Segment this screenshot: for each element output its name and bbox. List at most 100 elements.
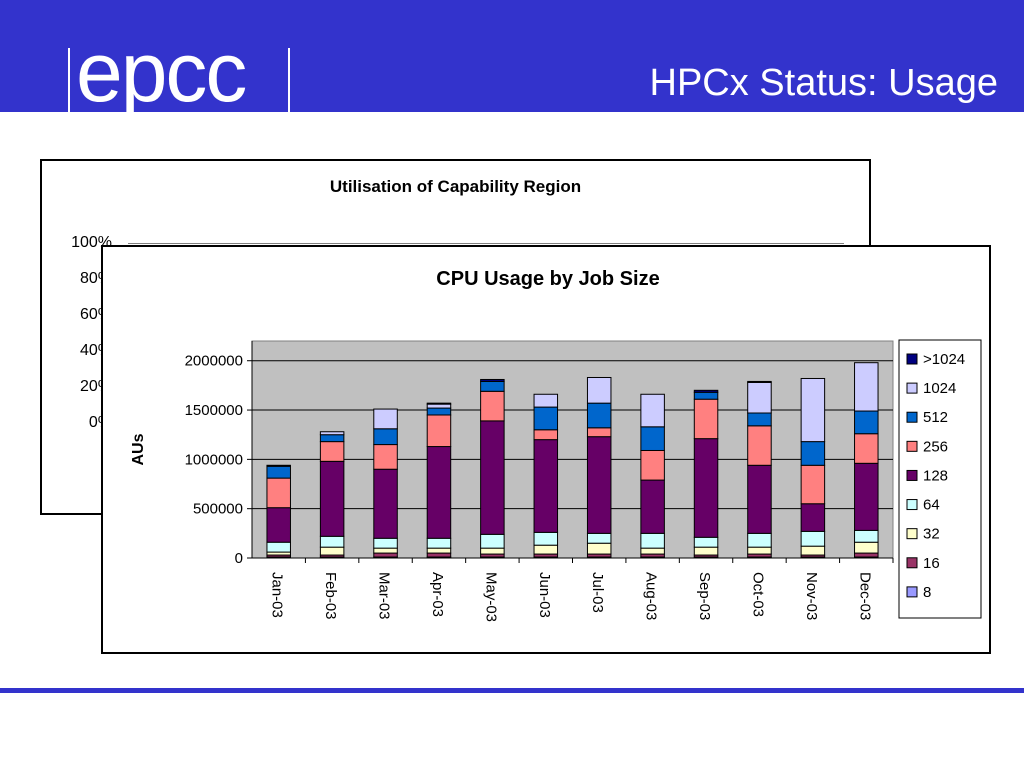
bar-segment-512-jul-03 [586, 402, 612, 429]
bar-segment-32-mar-03 [373, 547, 398, 554]
bar-segment-512-aug-03 [640, 426, 665, 451]
legend-label: 256 [923, 438, 948, 455]
bar-segment-128-aug-03 [640, 479, 665, 534]
bar-segment-128-mar-03 [373, 468, 398, 539]
bar-segment-1024-jul-03 [586, 376, 612, 404]
bar-segment-32-jun-03 [533, 544, 559, 555]
legend-swatch [906, 557, 918, 569]
bar-segment-256-jun-03 [533, 429, 559, 441]
legend-label: 8 [923, 584, 931, 601]
bar-segment-64-jun-03 [533, 531, 559, 546]
bar-segment-1024-oct-03 [747, 381, 772, 414]
bar-segment-64-mar-03 [373, 537, 398, 549]
bar-segment-32-apr-03 [426, 547, 452, 554]
bar-segment-256-jul-03 [586, 427, 612, 438]
bar-segment-32-aug-03 [640, 547, 665, 555]
bar-segment-32-jul-03 [586, 542, 612, 555]
chart-title: CPU Usage by Job Size [436, 268, 659, 290]
bar-segment-128-may-03 [480, 420, 505, 535]
bar-segment-1024-dec-03 [854, 362, 879, 412]
bar-segment-16-dec-03 [854, 552, 879, 558]
y-tick-label: 500000 [193, 501, 243, 518]
bar-segment-64-jul-03 [586, 532, 612, 544]
legend-swatch [906, 440, 918, 452]
bar-segment-128-feb-03 [319, 460, 345, 537]
bar-segment-1024-aug-03 [640, 393, 665, 428]
bar-segment-128-jan-03 [266, 507, 291, 543]
bar-segment-128-nov-03 [800, 503, 826, 532]
logo-left-bar [68, 48, 70, 114]
bar-segment-512-feb-03 [319, 434, 345, 443]
bar-segment-gt1024-oct-03 [747, 380, 772, 383]
x-tick-label: May-03 [482, 572, 499, 622]
bar-segment-512-jan-03 [266, 465, 291, 479]
bar-segment-gt1024-sep-03 [693, 389, 719, 393]
x-tick-label: Feb-03 [322, 572, 339, 620]
x-tick-label: Oct-03 [749, 572, 766, 617]
bar-segment-64-oct-03 [747, 532, 772, 548]
legend-label: 128 [923, 467, 948, 484]
plot-area [251, 340, 894, 559]
legend-swatch [906, 353, 918, 365]
back-chart-title: Utilisation of Capability Region [329, 177, 582, 196]
bar-segment-32-sep-03 [693, 546, 719, 556]
bar-segment-64-sep-03 [693, 536, 719, 548]
x-tick-label: Jul-03 [589, 572, 606, 613]
x-tick-label: Jan-03 [269, 572, 286, 618]
y-axis-label: AUs [130, 433, 147, 465]
bar-segment-128-jun-03 [533, 439, 559, 533]
bar-segment-256-apr-03 [426, 414, 452, 448]
bar-segment-1024-jun-03 [533, 393, 559, 408]
slide-title: HPCx Status: Usage [649, 62, 998, 104]
epcc-logo: epcc [76, 25, 247, 119]
bar-segment-64-aug-03 [640, 532, 665, 549]
x-tick-label: Aug-03 [643, 572, 660, 620]
x-tick-label: Dec-03 [856, 572, 873, 620]
bar-segment-512-nov-03 [800, 441, 826, 466]
bar-segment-64-jan-03 [266, 541, 291, 553]
legend-label: 512 [923, 409, 948, 426]
bar-segment-512-jun-03 [533, 406, 559, 431]
x-tick-label: Jun-03 [536, 572, 553, 618]
bar-segment-128-jul-03 [586, 436, 612, 534]
bar-segment-256-aug-03 [640, 449, 665, 481]
y-tick-label: 1000000 [185, 451, 243, 468]
bar-segment-512-dec-03 [854, 410, 879, 435]
x-tick-label: Nov-03 [803, 572, 820, 620]
bar-segment-256-sep-03 [693, 398, 719, 440]
bar-segment-256-jan-03 [266, 477, 291, 509]
footer-line [0, 688, 1024, 693]
bar-segment-64-may-03 [480, 533, 505, 549]
y-tick-label: 1500000 [185, 402, 243, 419]
bar-segment-64-feb-03 [319, 535, 345, 548]
bar-segment-256-nov-03 [800, 464, 826, 505]
bar-segment-512-oct-03 [747, 412, 772, 427]
x-tick-label: Apr-03 [429, 572, 446, 617]
bar-segment-128-sep-03 [693, 438, 719, 538]
x-tick-label: Mar-03 [376, 572, 393, 620]
x-tick-label: Sep-03 [696, 572, 713, 620]
bar-segment-256-oct-03 [747, 425, 772, 466]
legend-swatch [906, 469, 918, 481]
legend-swatch [906, 499, 918, 511]
bar-segment-32-may-03 [480, 547, 505, 555]
bar-segment-512-may-03 [480, 380, 505, 392]
bar-segment-128-apr-03 [426, 446, 452, 539]
legend-swatch [906, 586, 918, 598]
bar-segment-64-dec-03 [854, 529, 879, 543]
legend-swatch [906, 528, 918, 540]
cpu-usage-chart: CPU Usage by Job Size 0 500000 1000000 15000… [130, 268, 982, 622]
bar-segment-16-apr-03 [426, 552, 452, 558]
legend-label: >1024 [923, 351, 965, 368]
bar-segment-512-sep-03 [693, 391, 719, 400]
back-plot-edge [128, 243, 844, 244]
legend-swatch [906, 382, 918, 394]
legend-label: 32 [923, 526, 940, 543]
bar-segment-128-oct-03 [747, 464, 772, 534]
bar-segment-1024-mar-03 [373, 408, 398, 430]
bar-segment-1024-apr-03 [426, 403, 452, 409]
bar-segment-256-feb-03 [319, 441, 345, 462]
bar-segment-512-apr-03 [426, 407, 452, 416]
y-tick-label: 0 [235, 550, 243, 567]
bar-segment-64-nov-03 [800, 530, 826, 547]
